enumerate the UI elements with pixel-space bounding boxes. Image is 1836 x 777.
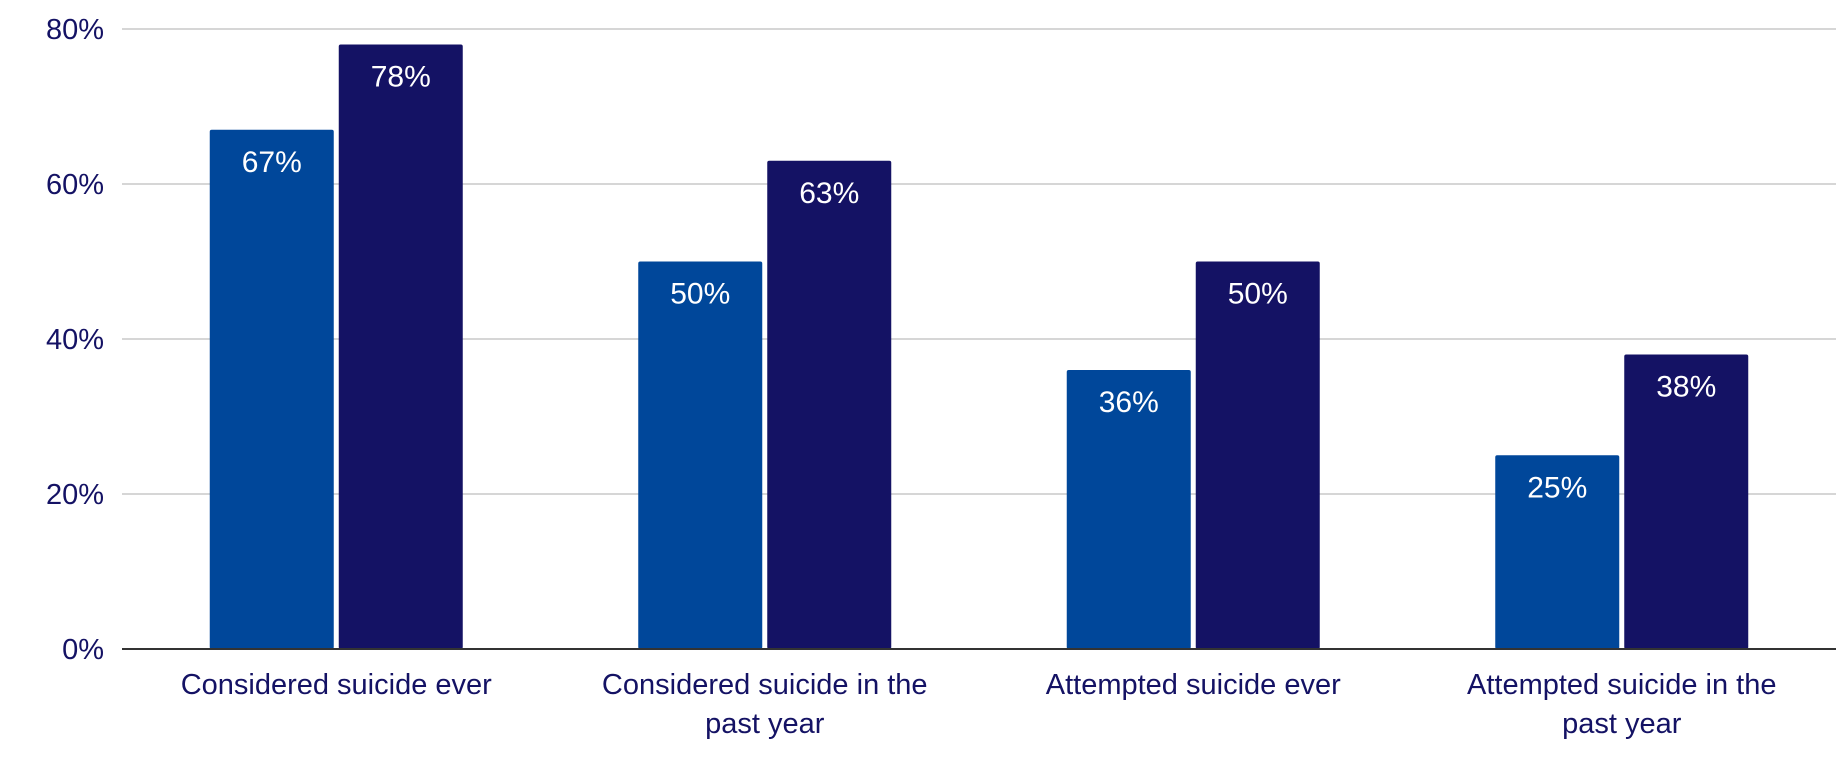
x-category-label-line: Considered suicide in the	[602, 669, 928, 701]
y-tick-label: 60%	[46, 169, 104, 201]
y-tick-label: 40%	[46, 324, 104, 356]
x-category-label: Considered suicide in the past year	[602, 669, 928, 740]
x-category-label: Attempted suicide in the past year	[1467, 669, 1777, 740]
y-tick-label: 0%	[62, 634, 104, 666]
x-category-label-line: past year	[1562, 708, 1682, 740]
bar-2-1	[338, 44, 463, 649]
x-category-label-line: past year	[705, 708, 825, 740]
data-label: 50%	[1228, 278, 1288, 311]
data-label: 38%	[1656, 371, 1716, 404]
bar-2-3	[1195, 261, 1320, 649]
x-category-label-line: Considered suicide ever	[181, 669, 492, 701]
data-label: 36%	[1099, 386, 1159, 419]
x-category-label-line: Attempted suicide ever	[1046, 669, 1341, 701]
data-label: 63%	[799, 177, 859, 210]
data-label: 50%	[670, 278, 730, 311]
x-category-label-line: Attempted suicide in the	[1467, 669, 1777, 701]
bar-2-2	[767, 160, 892, 649]
bar-1-3	[1066, 370, 1191, 649]
bar-1-4	[1495, 455, 1620, 649]
bar-1-2	[638, 261, 763, 649]
labels: 0% 20% 40% 60% 80% 67% 78% Considered suicide e…	[46, 14, 1777, 740]
y-tick-label: 20%	[46, 479, 104, 511]
bars	[209, 44, 1749, 649]
bar-2-4	[1624, 354, 1749, 649]
x-category-label: Attempted suicide ever	[1046, 669, 1341, 701]
data-label: 67%	[242, 146, 302, 179]
x-category-label: Considered suicide ever	[181, 669, 492, 701]
data-label: 25%	[1527, 471, 1587, 504]
data-label: 78%	[371, 61, 431, 94]
bar-1-1	[209, 129, 334, 649]
y-tick-label: 80%	[46, 14, 104, 46]
